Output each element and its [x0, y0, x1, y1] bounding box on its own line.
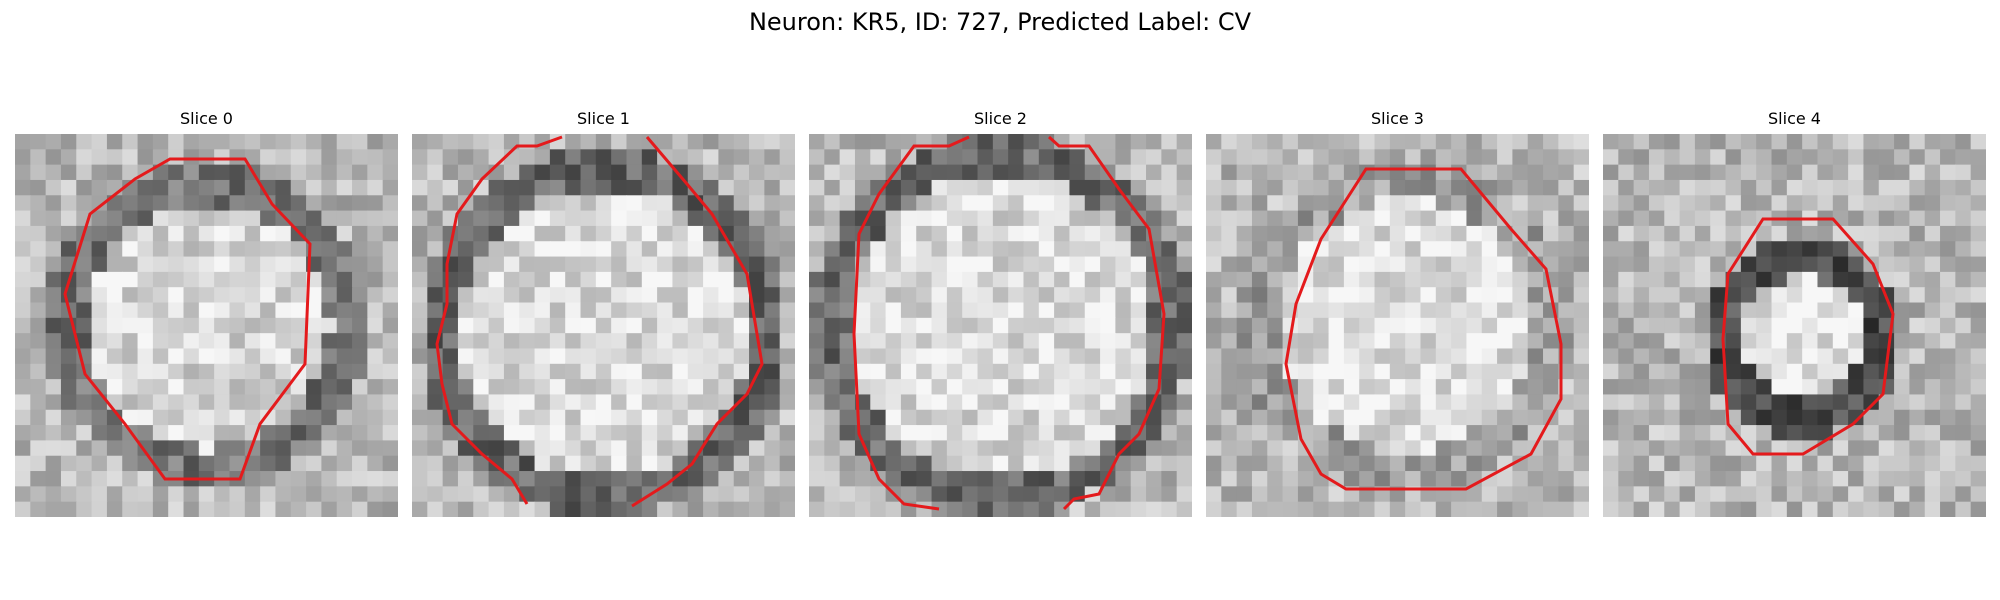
grayscale-pixels — [809, 134, 1192, 517]
segmentation-contour — [1047, 135, 1166, 511]
figure-title: Neuron: KR5, ID: 727, Predicted Label: C… — [748, 8, 1252, 36]
slice-0-svg — [15, 134, 398, 517]
slice-title: Slice 1 — [577, 109, 630, 128]
slice-image — [809, 134, 1192, 517]
segmentation-contour — [1721, 217, 1895, 456]
slice-panel-3: Slice 3 — [1206, 108, 1589, 517]
slice-panel-0: Slice 0 — [15, 108, 398, 517]
slice-panel-4: Slice 4 — [1603, 108, 1986, 517]
grayscale-pixels — [15, 134, 398, 517]
segmentation-contour — [435, 135, 563, 505]
slice-1-svg — [412, 134, 795, 517]
segmentation-contour — [852, 135, 970, 511]
slice-2-svg — [809, 134, 1192, 517]
slice-panel-2: Slice 2 — [809, 108, 1192, 517]
slice-image — [1603, 134, 1986, 517]
segmentation-contour — [631, 136, 764, 508]
slice-title: Slice 3 — [1371, 109, 1424, 128]
slice-image — [412, 134, 795, 517]
slice-3-svg — [1206, 134, 1589, 517]
slice-image — [1206, 134, 1589, 517]
slice-title: Slice 4 — [1768, 109, 1821, 128]
slice-panel-1: Slice 1 — [412, 108, 795, 517]
segmentation-contour — [63, 157, 312, 481]
grayscale-pixels — [412, 134, 795, 517]
grayscale-pixels — [1206, 134, 1589, 517]
segmentation-contour — [1284, 167, 1563, 491]
slice-4-svg — [1603, 134, 1986, 517]
slice-title: Slice 2 — [974, 109, 1027, 128]
grayscale-pixels — [1603, 134, 1986, 517]
slice-image — [15, 134, 398, 517]
slice-title: Slice 0 — [180, 109, 233, 128]
